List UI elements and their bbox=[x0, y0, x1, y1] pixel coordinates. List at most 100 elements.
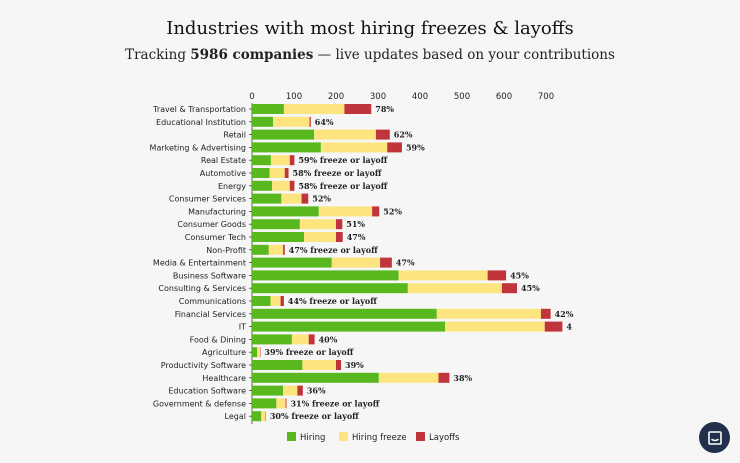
bar-segment-hiring bbox=[252, 168, 270, 178]
category-label: Legal bbox=[225, 412, 246, 421]
bar-segment-layoffs bbox=[336, 360, 342, 370]
bar-segment-layoffs bbox=[297, 385, 303, 396]
legend-label: Hiring freeze bbox=[352, 433, 407, 443]
category-label: Consumer Tech bbox=[185, 233, 246, 242]
category-label: IT bbox=[239, 323, 246, 332]
bar-segment-hiring-freeze bbox=[281, 193, 302, 204]
bar-data-label: 58% freeze or layoff bbox=[298, 181, 387, 191]
category-label: Non-Profit bbox=[206, 246, 246, 255]
bar-segment-hiring-freeze bbox=[283, 104, 345, 114]
bar-data-label: 52% bbox=[312, 194, 331, 204]
bar-data-label: 40% bbox=[319, 334, 338, 344]
bar-segment-hiring bbox=[252, 411, 262, 422]
bar-data-label: 31% freeze or layoff bbox=[290, 398, 379, 408]
bar-segment-hiring-freeze bbox=[314, 129, 376, 140]
x-tick-label: 100 bbox=[286, 92, 302, 102]
bar-segment-hiring-freeze bbox=[398, 270, 488, 281]
bar-segment-layoffs bbox=[336, 232, 343, 242]
bar-segment-hiring bbox=[252, 398, 277, 409]
bar-segment-layoffs bbox=[289, 180, 295, 191]
x-tick-label: 700 bbox=[538, 92, 554, 102]
bar-segment-hiring-freeze bbox=[283, 385, 298, 396]
category-label: Food & Dining bbox=[190, 335, 246, 344]
bar-segment-hiring bbox=[252, 244, 269, 255]
bar-segment-hiring bbox=[252, 347, 258, 358]
bar-segment-hiring-freeze bbox=[257, 347, 260, 358]
bar-segment-layoffs bbox=[336, 219, 343, 230]
bar-data-label: 51% bbox=[346, 219, 365, 229]
bar-data-label: 44% freeze or layoff bbox=[288, 296, 377, 306]
bar-segment-hiring bbox=[252, 334, 292, 345]
bar-segment-layoffs bbox=[540, 308, 551, 319]
category-label: Consumer Goods bbox=[177, 220, 246, 229]
x-tick-label: 500 bbox=[454, 92, 470, 102]
bar-segment-hiring bbox=[252, 308, 437, 319]
bar-segment-layoffs bbox=[344, 104, 372, 114]
bar-data-label: 64% bbox=[315, 117, 334, 127]
bar-data-label: 39% freeze or layoff bbox=[264, 347, 353, 357]
bar-segment-hiring-freeze bbox=[436, 308, 541, 319]
bar-segment-hiring-freeze bbox=[302, 360, 336, 370]
legend-swatch bbox=[287, 432, 296, 441]
x-tick-label: 0 bbox=[249, 92, 254, 102]
bar-segment-layoffs bbox=[308, 334, 315, 345]
bar-segment-layoffs bbox=[285, 398, 287, 409]
bar-segment-hiring-freeze bbox=[268, 244, 284, 255]
category-label: Productivity Software bbox=[161, 361, 246, 370]
x-tick-label: 600 bbox=[496, 92, 512, 102]
bar-segment-hiring bbox=[252, 206, 319, 217]
legend-label: Layoffs bbox=[429, 433, 460, 443]
category-label: Energy bbox=[218, 182, 246, 191]
bar-data-label: 39% bbox=[345, 360, 364, 370]
bar-segment-hiring bbox=[252, 219, 300, 230]
category-label: Education Software bbox=[168, 387, 246, 396]
bar-segment-layoffs bbox=[375, 129, 390, 140]
category-label: Healthcare bbox=[202, 374, 246, 383]
legend-swatch bbox=[416, 432, 425, 441]
bar-segment-hiring-freeze bbox=[270, 155, 290, 166]
bar-data-label: 4 bbox=[566, 322, 572, 332]
bar-data-label: 59% bbox=[406, 142, 425, 152]
chart-title: Industries with most hiring freezes & la… bbox=[166, 18, 574, 39]
bar-segment-hiring-freeze bbox=[276, 398, 286, 409]
bar-segment-layoffs bbox=[280, 296, 284, 306]
bar-data-label: 78% bbox=[375, 104, 394, 114]
bar-segment-hiring bbox=[252, 232, 305, 242]
bar-segment-hiring bbox=[252, 104, 284, 114]
bar-segment-layoffs bbox=[487, 270, 507, 281]
company-count: 5986 companies bbox=[190, 47, 314, 63]
bar-data-label: 47% bbox=[396, 258, 415, 268]
bar-segment-layoffs bbox=[387, 142, 402, 153]
chat-icon bbox=[707, 430, 722, 445]
bar-segment-hiring-freeze bbox=[407, 283, 502, 294]
category-label: Travel & Transportation bbox=[152, 105, 246, 114]
bar-segment-hiring bbox=[252, 257, 332, 268]
bar-segment-layoffs bbox=[283, 244, 285, 255]
bar-segment-hiring-freeze bbox=[318, 206, 373, 217]
category-label: Business Software bbox=[173, 271, 246, 280]
bar-data-label: 47% bbox=[347, 232, 366, 242]
category-label: Educational Institution bbox=[156, 118, 246, 127]
bar-segment-hiring-freeze bbox=[272, 180, 290, 191]
x-tick-label: 200 bbox=[328, 92, 344, 102]
bar-segment-hiring bbox=[252, 142, 321, 153]
bar-segment-hiring-freeze bbox=[331, 257, 381, 268]
category-label: Media & Entertainment bbox=[153, 259, 246, 268]
bar-segment-layoffs bbox=[301, 193, 309, 204]
bar-segment-layoffs bbox=[438, 372, 450, 383]
category-label: Financial Services bbox=[175, 310, 246, 319]
bar-data-label: 36% bbox=[307, 386, 326, 396]
bar-segment-hiring bbox=[252, 180, 273, 191]
bar-segment-hiring bbox=[252, 360, 303, 370]
chat-launcher-button[interactable] bbox=[699, 422, 730, 453]
bar-segment-layoffs bbox=[289, 155, 295, 166]
bar-data-label: 45% bbox=[521, 283, 540, 293]
bar-segment-hiring bbox=[252, 321, 446, 332]
category-label: Government & defense bbox=[153, 399, 246, 408]
bar-segment-hiring-freeze bbox=[291, 334, 309, 345]
category-label: Retail bbox=[223, 131, 246, 140]
bar-segment-layoffs bbox=[284, 168, 289, 178]
bar-segment-hiring-freeze bbox=[273, 116, 310, 127]
bar-segment-layoffs bbox=[372, 206, 380, 217]
